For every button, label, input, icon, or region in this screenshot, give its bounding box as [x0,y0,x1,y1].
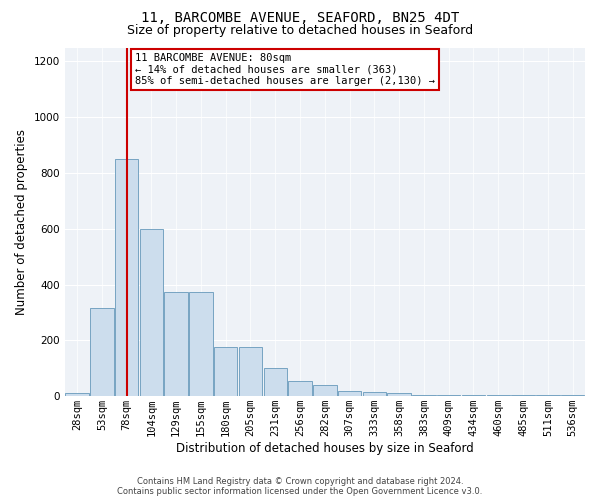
Bar [487,395,510,396]
Bar [561,395,584,396]
Bar [65,394,89,396]
Bar [288,381,312,396]
Bar [263,368,287,396]
Text: Contains HM Land Registry data © Crown copyright and database right 2024.
Contai: Contains HM Land Registry data © Crown c… [118,476,482,496]
Bar [164,292,188,396]
Bar [214,348,238,396]
Bar [140,229,163,396]
Bar [462,395,485,396]
Bar [412,395,436,396]
Text: 11 BARCOMBE AVENUE: 80sqm
← 14% of detached houses are smaller (363)
85% of semi: 11 BARCOMBE AVENUE: 80sqm ← 14% of detac… [135,52,435,86]
Bar [115,159,139,396]
Bar [511,395,535,396]
Bar [536,395,560,396]
Bar [362,392,386,396]
Text: 11, BARCOMBE AVENUE, SEAFORD, BN25 4DT: 11, BARCOMBE AVENUE, SEAFORD, BN25 4DT [141,11,459,25]
Bar [388,394,411,396]
Bar [189,292,213,396]
Bar [90,308,113,396]
Text: Size of property relative to detached houses in Seaford: Size of property relative to detached ho… [127,24,473,37]
Bar [338,390,361,396]
X-axis label: Distribution of detached houses by size in Seaford: Distribution of detached houses by size … [176,442,474,455]
Bar [437,395,460,396]
Bar [313,385,337,396]
Y-axis label: Number of detached properties: Number of detached properties [15,129,28,315]
Bar [239,348,262,396]
